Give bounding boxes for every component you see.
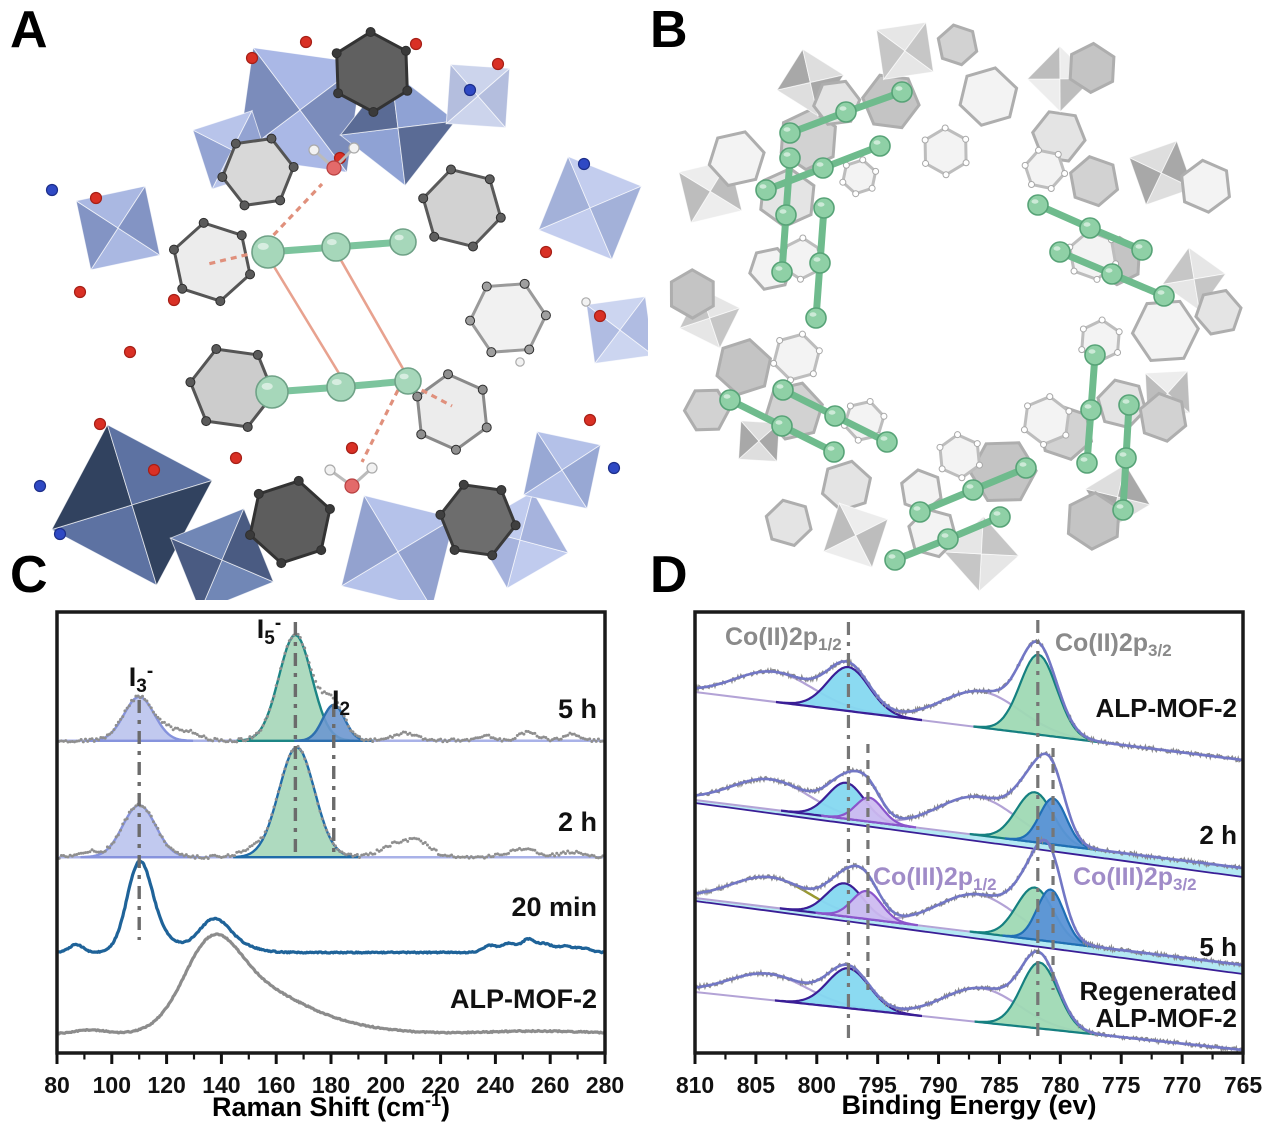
satellite-curve: [694, 972, 1241, 1051]
hydrogen-atom: [515, 357, 525, 367]
raman-tick-label: 200: [367, 1072, 405, 1098]
iodine-contact-line: [336, 254, 408, 375]
hydrogen-atom: [581, 297, 591, 307]
iodine-chains: [719, 81, 1175, 571]
oxygen-atom: [89, 191, 103, 205]
spectrum-line: [56, 859, 605, 955]
iodine-hbond-dashed: [360, 389, 400, 463]
framework-atoms: [33, 35, 621, 541]
xps-x-axis-title: Binding Energy (ev): [841, 1090, 1097, 1120]
fit-peak-Co(II)2p1/2: [774, 967, 922, 1018]
raman-tick-label: 260: [531, 1072, 569, 1098]
raman-tick-label: 100: [93, 1072, 131, 1098]
polyiodide-chains: [251, 228, 422, 409]
raman-trace-ALP-MOF-2: [55, 932, 605, 1036]
iodine-contact-line: [268, 259, 345, 381]
raman-tick-label: 80: [44, 1072, 70, 1098]
oxygen-atom: [299, 35, 313, 49]
xps-tick-label: 805: [737, 1072, 776, 1098]
xps-tick-label: 795: [858, 1072, 897, 1098]
xps-trace-ALP-MOF-2: [694, 638, 1244, 763]
oxygen-atom: [167, 293, 181, 307]
water-hydrogen: [366, 462, 378, 474]
raman-x-axis-title: Raman Shift (cm-1): [211, 1090, 451, 1122]
xps-tick-label: 800: [798, 1072, 836, 1098]
raman-trace-5-h: [55, 632, 605, 744]
iodine-hbond-dashed: [264, 182, 324, 245]
nitrogen-atom: [53, 527, 67, 541]
raman-trace-20-min: [56, 859, 605, 955]
satellite-curve: [694, 777, 1241, 869]
raman-tick-label: 120: [147, 1072, 185, 1098]
raman-tick-label: 140: [202, 1072, 240, 1098]
water-oxygen: [344, 478, 360, 494]
xps-tick-label: 785: [980, 1072, 1019, 1098]
xps-plot-frame: [693, 610, 1245, 1055]
raman-tick-label: 280: [586, 1072, 624, 1098]
oxygen-atom: [245, 51, 259, 65]
oxygen-atom: [147, 463, 161, 477]
fit-peak-Co(II)2p3/2: [974, 961, 1105, 1037]
xps-tick-label: 775: [1102, 1072, 1141, 1098]
xps-tick-label: 765: [1224, 1072, 1263, 1098]
envelope-line: [694, 640, 1243, 762]
iodine-hbond-dashed: [411, 383, 453, 408]
water-hydrogen: [348, 142, 360, 154]
nitrogen-atom: [33, 479, 47, 493]
raman-tick-label: 180: [312, 1072, 350, 1098]
xps-tick-label: 810: [676, 1072, 714, 1098]
oxygen-atom: [229, 451, 243, 465]
oxygen-atom: [491, 57, 505, 71]
water-hydrogen: [308, 144, 320, 156]
panel-label-b: B: [650, 1, 688, 59]
xps-axis: 810 805 800 795 790 785 780 775 770 765: [676, 610, 1263, 1098]
oxygen-atom: [409, 37, 423, 51]
nitrogen-atom: [607, 461, 621, 475]
water-oxygen: [326, 160, 342, 176]
nitrogen-atom: [45, 183, 59, 197]
xps-tick-label: 790: [919, 1072, 957, 1098]
satellite-curve: [694, 670, 1241, 761]
oxygen-atom: [123, 345, 137, 359]
water-hydrogen: [324, 464, 336, 476]
spectrum-line: [55, 932, 605, 1036]
organic-linker-rings: [168, 27, 551, 569]
xps-trace-5-h: [694, 835, 1244, 975]
panel-b-crystal-structure: [669, 21, 1243, 593]
raman-tick-label: 240: [476, 1072, 514, 1098]
panel-label-d: D: [650, 546, 688, 604]
nitrogen-atom: [463, 83, 477, 97]
oxygen-atom: [345, 441, 359, 455]
raman-tick-label: 160: [257, 1072, 295, 1098]
envelope-line: [694, 950, 1243, 1052]
oxygen-atom: [593, 309, 607, 323]
panel-label-c: C: [10, 546, 48, 604]
xps-trace-2-h: [694, 750, 1244, 878]
oxygen-atom: [539, 245, 553, 259]
xps-trace-Regenerated-ALP-MOF-2: [694, 946, 1244, 1054]
raman-plot-frame: [55, 610, 607, 1055]
raw-data-line: [694, 638, 1243, 763]
iodine-interactions: [207, 182, 453, 463]
fit-peak-Co(II)2p3/2: [973, 653, 1104, 744]
oxygen-atom: [73, 285, 87, 299]
nitrogen-atom: [577, 157, 591, 171]
panel-a-crystal-structure: [33, 27, 648, 600]
oxygen-atom: [93, 417, 107, 431]
iodine-hbond-dashed: [207, 250, 259, 266]
xps-tick-label: 770: [1163, 1072, 1201, 1098]
raman-tick-label: 220: [421, 1072, 459, 1098]
envelope-line: [694, 838, 1243, 967]
satellite-curve: [694, 875, 1241, 966]
panel-label-a: A: [10, 1, 48, 59]
raman-axis: 80 100 120 140 160 180 200 220 240 260 280: [44, 610, 624, 1098]
oxygen-atom: [583, 413, 597, 427]
envelope-line: [694, 752, 1243, 870]
xps-tick-label: 780: [1041, 1072, 1079, 1098]
